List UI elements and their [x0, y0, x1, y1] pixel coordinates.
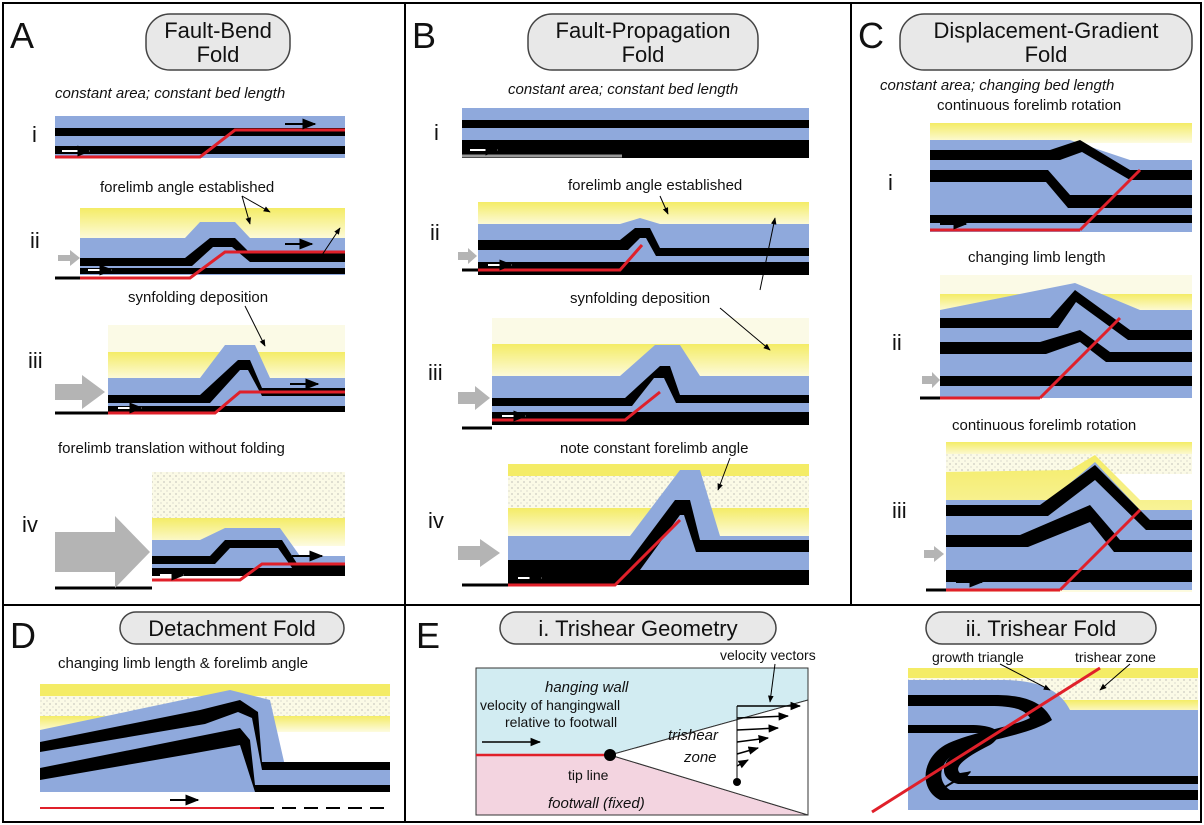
panel-c-stage-ii: changing limb length ii: [892, 249, 1192, 400]
panel-c-letter: C: [858, 15, 884, 56]
label-trishear-1: trishear: [668, 727, 719, 744]
label-tip-line: tip line: [568, 767, 609, 783]
panel-b-note-2: synfolding deposition: [570, 290, 710, 307]
label-velocity-hw-1: velocity of hangingwall: [480, 697, 620, 713]
panel-a-stage-iv-label: iv: [22, 512, 38, 537]
panel-a-stage-ii: forelimb angle established ii: [30, 179, 345, 280]
panel-a: A Fault-Bend Fold constant area; constan…: [10, 13, 345, 590]
panel-b-title-1: Fault-Propagation: [556, 18, 731, 43]
panel-c-title-2: Fold: [1025, 42, 1068, 67]
panel-b-stage-iii-label: iii: [428, 360, 443, 385]
label-growth-triangle: growth triangle: [932, 649, 1024, 665]
panel-b-note-1: forelimb angle established: [568, 177, 742, 194]
panel-a-note-2: synfolding deposition: [128, 289, 268, 306]
panel-a-letter: A: [10, 15, 34, 56]
panel-a-note-3: forelimb translation without folding: [58, 440, 285, 457]
panel-d-note: changing limb length & forelimb angle: [58, 655, 308, 672]
panel-b-note-3: note constant forelimb angle: [560, 440, 748, 457]
label-footwall: footwall (fixed): [548, 795, 645, 812]
panel-b: B Fault-Propagation Fold constant area; …: [412, 13, 809, 587]
panel-b-stage-i: i: [434, 108, 809, 158]
panel-d-title: Detachment Fold: [148, 616, 316, 641]
panel-a-stage-ii-label: ii: [30, 228, 40, 253]
panel-b-stage-ii: forelimb angle established ii: [430, 177, 809, 291]
panel-b-stage-ii-label: ii: [430, 220, 440, 245]
panel-a-stage-i: i: [32, 116, 345, 159]
panel-c-stage-i-label: i: [888, 170, 893, 195]
panel-a-subtitle: constant area; constant bed length: [55, 85, 285, 102]
label-trishear-zone: trishear zone: [1075, 649, 1156, 665]
label-velocity-vectors: velocity vectors: [720, 647, 816, 663]
label-trishear-2: zone: [683, 749, 717, 766]
panel-e-title: i. Trishear Geometry: [538, 616, 737, 641]
panel-b-stage-iii: synfolding deposition iii: [428, 290, 809, 430]
panel-c-note-1: continuous forelimb rotation: [937, 97, 1121, 114]
panel-a-stage-i-label: i: [32, 122, 37, 147]
panel-c-note-2: changing limb length: [968, 249, 1106, 266]
panel-a-stage-iii-label: iii: [28, 348, 43, 373]
label-velocity-hw-2: relative to footwall: [505, 714, 617, 730]
panel-c-subtitle: constant area; changing bed length: [880, 77, 1114, 94]
panel-e-letter: E: [416, 615, 440, 656]
panel-d: D Detachment Fold changing limb length &…: [10, 611, 390, 809]
panel-c-stage-iii: continuous forelimb rotation iii: [892, 417, 1192, 592]
panel-c-note-3: continuous forelimb rotation: [952, 417, 1136, 434]
panel-a-stage-iv: forelimb translation without folding iv: [22, 440, 345, 590]
panel-c-stage-ii-label: ii: [892, 330, 902, 355]
panel-e-ii: ii. Trishear Fold growth triangle trishe…: [871, 611, 1198, 814]
panel-b-letter: B: [412, 15, 436, 56]
panel-c-stage-i: continuous forelimb rotation i: [888, 97, 1192, 232]
panel-a-stage-iii: synfolding deposition iii: [28, 289, 345, 415]
panel-a-note-1: forelimb angle established: [100, 179, 274, 196]
panel-a-title-2: Fold: [197, 42, 240, 67]
label-hanging-wall: hanging wall: [545, 679, 629, 696]
panel-e-ii-title: ii. Trishear Fold: [966, 616, 1116, 641]
panel-b-title-2: Fold: [622, 42, 665, 67]
panel-b-subtitle: constant area; constant bed length: [508, 81, 738, 98]
panel-a-title-1: Fault-Bend: [164, 18, 272, 43]
panel-d-letter: D: [10, 615, 36, 656]
panel-c-title-1: Displacement-Gradient: [934, 18, 1159, 43]
panel-b-stage-iv-label: iv: [428, 508, 444, 533]
panel-b-stage-iv: note constant forelimb angle iv: [428, 440, 809, 587]
panel-c: C Displacement-Gradient Fold constant ar…: [858, 13, 1193, 592]
panel-c-stage-iii-label: iii: [892, 498, 907, 523]
panel-b-stage-i-label: i: [434, 120, 439, 145]
panel-e: E i. Trishear Geometry hanging wall velo…: [416, 611, 816, 816]
